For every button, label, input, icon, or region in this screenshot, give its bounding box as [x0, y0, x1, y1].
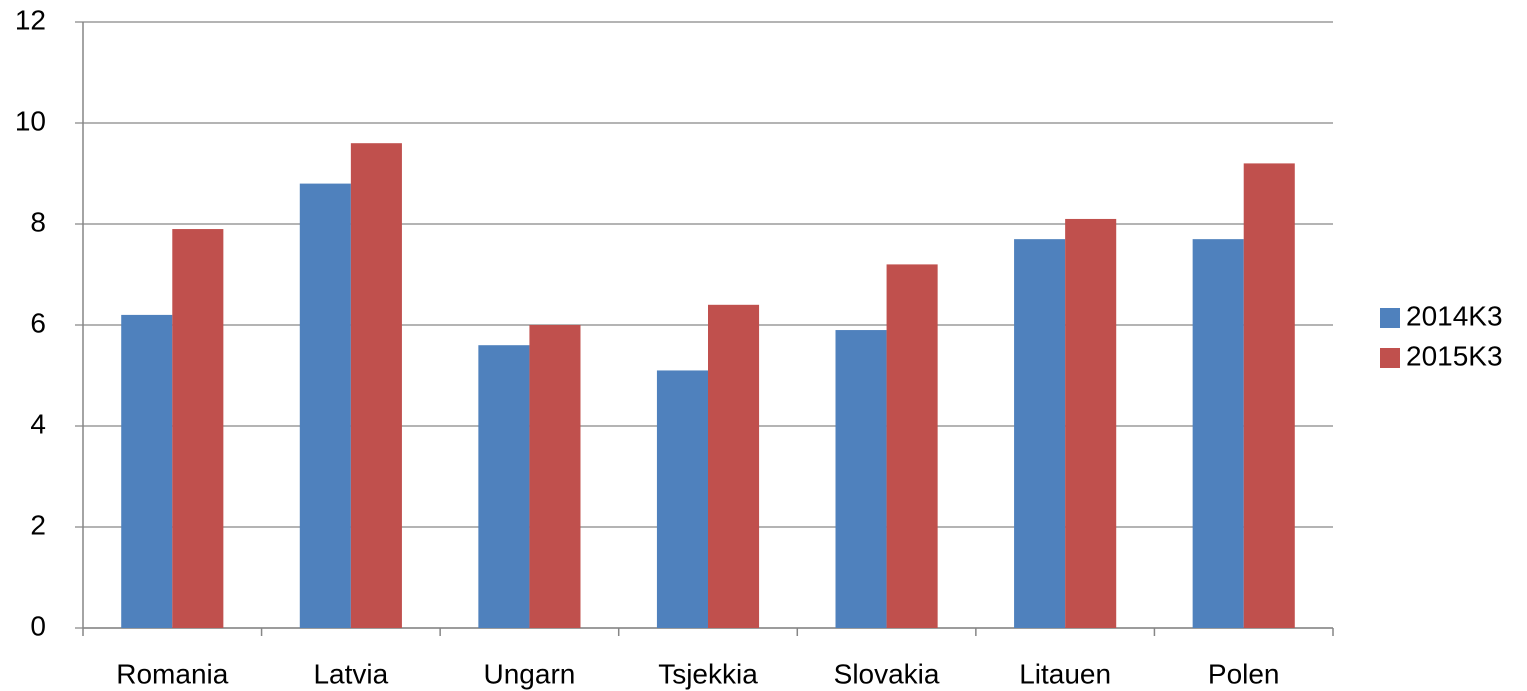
x-tick-label: Romania [116, 658, 228, 689]
bar [656, 370, 708, 628]
legend-label: 2015K3 [1406, 340, 1503, 371]
legend-swatch [1380, 348, 1400, 368]
y-tick-label: 12 [15, 4, 46, 35]
bar [886, 264, 938, 628]
bar [350, 143, 402, 628]
x-tick-label: Latvia [313, 658, 388, 689]
x-tick-label: Slovakia [834, 658, 940, 689]
bar [299, 183, 351, 628]
y-tick-label: 6 [30, 307, 46, 338]
bar [1243, 163, 1295, 628]
bar [529, 325, 581, 628]
x-tick-label: Tsjekkia [658, 658, 758, 689]
y-tick-label: 8 [30, 206, 46, 237]
y-tick-label: 2 [30, 509, 46, 540]
bar [835, 330, 887, 628]
legend-swatch [1380, 308, 1400, 328]
bar [1192, 239, 1244, 628]
y-tick-label: 0 [30, 610, 46, 641]
bar [708, 304, 760, 628]
legend-label: 2014K3 [1406, 300, 1503, 331]
bar [172, 229, 224, 629]
bar [1014, 239, 1066, 628]
x-tick-label: Litauen [1019, 658, 1111, 689]
bar [121, 314, 173, 628]
y-tick-label: 10 [15, 105, 46, 136]
x-tick-label: Polen [1208, 658, 1280, 689]
bar [478, 345, 530, 628]
y-tick-label: 4 [30, 408, 46, 439]
bar [1065, 218, 1117, 628]
x-tick-label: Ungarn [484, 658, 576, 689]
